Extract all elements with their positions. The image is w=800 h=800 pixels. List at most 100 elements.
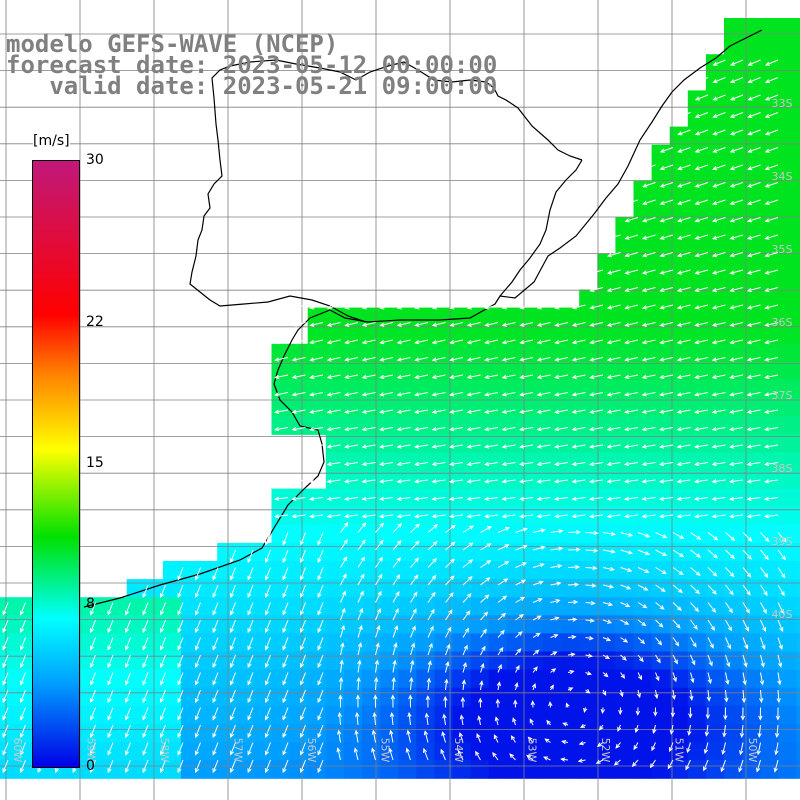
longitude-label: 57W [232, 738, 245, 763]
wind-arrow [326, 322, 341, 327]
wind-arrow [410, 625, 416, 638]
wind-speed-cell [633, 579, 653, 598]
wind-speed-cell [597, 615, 616, 634]
wind-arrow [357, 607, 364, 621]
wind-arrow [554, 357, 569, 362]
wind-speed-cell [90, 723, 110, 743]
wind-arrow [396, 496, 411, 501]
wind-speed-cell [524, 416, 544, 435]
wind-speed-cell [778, 434, 797, 453]
wind-speed-cell [416, 633, 435, 653]
wind-arrow [711, 304, 726, 310]
wind-arrow [777, 567, 786, 579]
wind-speed-cell [0, 760, 19, 779]
wind-arrow [690, 532, 702, 540]
wind-arrow [641, 461, 656, 467]
wind-arrow [515, 648, 522, 656]
longitude-label: 53W [526, 738, 539, 763]
wind-arrow [606, 496, 621, 501]
wind-speed-cell [199, 561, 218, 580]
wind-arrow [536, 409, 551, 414]
wind-arrow [515, 579, 527, 586]
wind-arrow [124, 602, 131, 616]
wind-arrow [299, 689, 306, 704]
wind-speed-cell [307, 325, 327, 345]
wind-speed-cell [796, 72, 800, 91]
wind-arrow [519, 357, 534, 362]
wind-arrow [2, 759, 9, 774]
wind-speed-cell [579, 687, 598, 707]
wind-speed-cell [597, 687, 616, 707]
wind-arrow [396, 426, 411, 432]
wind-arrow [739, 724, 745, 739]
wind-arrow [747, 164, 761, 171]
wind-speed-cell [289, 597, 309, 616]
wind-arrow [282, 742, 289, 756]
wind-arrow [229, 742, 236, 756]
wind-arrow [484, 374, 499, 380]
wind-speed-cell [724, 633, 743, 653]
wind-arrow [336, 747, 341, 761]
wind-speed-cell [742, 217, 761, 236]
wind-arrow [659, 164, 674, 171]
wind-speed-cell [615, 488, 635, 508]
wind-speed-cell [742, 235, 761, 254]
wind-arrow [480, 662, 485, 673]
wind-speed-cell [452, 524, 472, 544]
wind-speed-cell [796, 108, 800, 128]
wind-speed-cell [217, 760, 236, 779]
wind-speed-cell [796, 271, 800, 291]
wind-speed-cell [687, 597, 707, 616]
wind-speed-cell [760, 271, 779, 291]
wind-speed-cell [796, 235, 800, 254]
wind-speed-cell [162, 760, 182, 779]
wind-speed-cell [778, 271, 797, 291]
wind-arrow [687, 724, 692, 736]
wind-speed-cell [796, 687, 800, 707]
wind-arrow [177, 619, 184, 634]
wind-arrow [550, 651, 558, 656]
wind-speed-cell [760, 705, 779, 725]
wind-speed-cell [796, 126, 800, 146]
wind-arrow [613, 759, 621, 766]
wind-arrow [641, 269, 656, 275]
wind-speed-cell [416, 651, 435, 671]
wind-arrow [655, 654, 661, 664]
wind-speed-cell [452, 434, 472, 453]
wind-arrow [361, 479, 376, 484]
wind-speed-cell [796, 542, 800, 562]
wind-speed-cell [488, 615, 508, 634]
wind-speed-cell [416, 506, 435, 526]
wind-arrow [747, 147, 761, 153]
wind-speed-cell [796, 452, 800, 472]
wind-arrow [620, 672, 626, 679]
wind-arrow [317, 707, 324, 721]
wind-arrow [509, 753, 516, 761]
wind-arrow [571, 409, 586, 414]
wind-speed-cell [615, 542, 635, 562]
wind-speed-cell [434, 669, 454, 689]
wind-arrow [606, 322, 621, 327]
wind-speed-cell [343, 669, 363, 689]
wind-speed-cell [253, 687, 273, 707]
wind-arrow [2, 637, 9, 651]
wind-arrow [282, 654, 289, 669]
wind-speed-cell [524, 633, 544, 653]
wind-arrow [274, 339, 289, 345]
wind-arrow [544, 738, 551, 743]
wind-arrow [291, 304, 306, 310]
wind-arrow [159, 637, 166, 651]
wind-arrow [379, 392, 394, 397]
wind-speed-cell [579, 542, 598, 562]
wind-arrow [672, 602, 682, 612]
wind-arrow [641, 234, 656, 240]
wind-arrow [317, 672, 324, 686]
wind-arrow [746, 409, 761, 414]
wind-speed-cell [90, 687, 110, 707]
wind-arrow [344, 304, 359, 310]
wind-speed-cell [543, 760, 562, 779]
wind-arrow [484, 444, 499, 449]
wind-speed-cell [742, 398, 761, 417]
wind-arrow [764, 287, 779, 293]
